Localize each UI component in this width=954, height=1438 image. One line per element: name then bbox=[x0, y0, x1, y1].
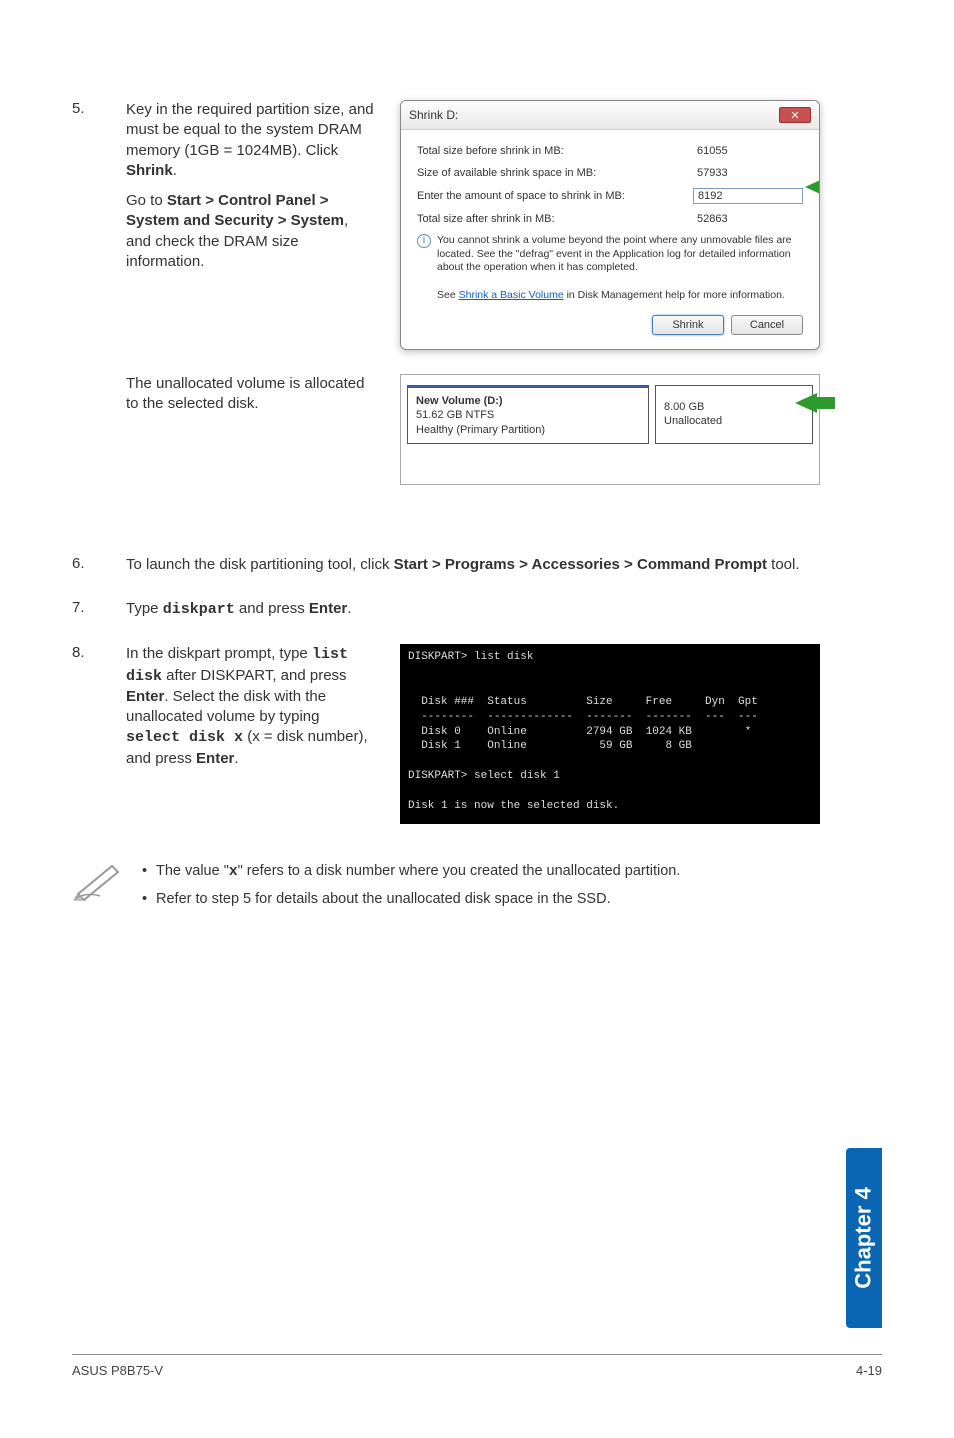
step-text: The unallocated volume is allocated to t… bbox=[126, 374, 376, 485]
step-text: Type diskpart and press Enter. bbox=[126, 599, 882, 620]
step-text: Key in the required partition size, and … bbox=[126, 100, 376, 350]
text-bold: Enter bbox=[309, 600, 347, 617]
code: diskpart bbox=[163, 601, 235, 618]
text: . bbox=[173, 162, 177, 179]
label: Total size before shrink in MB: bbox=[417, 145, 564, 157]
vol-status: Healthy (Primary Partition) bbox=[416, 423, 640, 437]
text-bold: Enter bbox=[126, 688, 164, 705]
value: 57933 bbox=[693, 166, 803, 180]
info-text: You cannot shrink a volume beyond the po… bbox=[437, 234, 803, 275]
text: Key in the required partition size, and … bbox=[126, 101, 374, 159]
text: and press bbox=[235, 600, 309, 617]
code: x bbox=[229, 864, 238, 880]
label: Size of available shrink space in MB: bbox=[417, 167, 596, 179]
term-line: DISKPART> select disk 1 bbox=[408, 769, 812, 784]
step-number: 6. bbox=[72, 555, 102, 575]
text-bold: Start > Programs > Accessories > Command… bbox=[394, 556, 767, 573]
volume-panel: New Volume (D:) 51.62 GB NTFS Healthy (P… bbox=[400, 374, 820, 485]
value: 52863 bbox=[693, 212, 803, 226]
chapter-label: Chapter 4 bbox=[851, 1187, 877, 1288]
note-text: Refer to step 5 for details about the un… bbox=[156, 891, 611, 907]
vol-r-size: 8.00 GB bbox=[664, 400, 722, 414]
text: See bbox=[437, 289, 459, 301]
step-7: 7. Type diskpart and press Enter. bbox=[72, 599, 882, 620]
text: In the diskpart prompt, type bbox=[126, 645, 312, 662]
pencil-icon bbox=[72, 858, 124, 902]
footer-right: 4-19 bbox=[856, 1363, 882, 1378]
text: Go to bbox=[126, 192, 167, 209]
vol-r-status: Unallocated bbox=[664, 414, 722, 428]
value: 61055 bbox=[693, 144, 803, 158]
text: in Disk Management help for more informa… bbox=[564, 289, 785, 301]
step-5b: The unallocated volume is allocated to t… bbox=[72, 374, 882, 485]
info-icon: i bbox=[417, 234, 431, 248]
close-icon[interactable]: ✕ bbox=[779, 107, 811, 123]
note-text: " refers to a disk number where you crea… bbox=[238, 863, 681, 879]
term-line: DISKPART> list disk bbox=[408, 650, 812, 665]
vol-size: 51.62 GB NTFS bbox=[416, 408, 640, 422]
text: . bbox=[347, 600, 351, 617]
text: Type bbox=[126, 600, 163, 617]
help-link[interactable]: Shrink a Basic Volume bbox=[459, 289, 564, 301]
term-line: Disk ### Status Size Free Dyn Gpt bbox=[408, 695, 812, 710]
note-block: •The value "x" refers to a disk number w… bbox=[72, 858, 882, 914]
footer-left: ASUS P8B75-V bbox=[72, 1363, 163, 1378]
step-text: To launch the disk partitioning tool, cl… bbox=[126, 555, 882, 575]
arrow-icon bbox=[805, 177, 820, 197]
step-number: 7. bbox=[72, 599, 102, 620]
text-bold: Shrink bbox=[126, 162, 173, 179]
info-note: i You cannot shrink a volume beyond the … bbox=[417, 234, 803, 275]
step-text: In the diskpart prompt, type list disk a… bbox=[126, 644, 376, 823]
step-8: 8. In the diskpart prompt, type list dis… bbox=[72, 644, 882, 823]
text: after DISKPART, and press bbox=[162, 667, 347, 684]
term-line: -------- ------------- ------- ------- -… bbox=[408, 710, 812, 725]
volume-left: New Volume (D:) 51.62 GB NTFS Healthy (P… bbox=[407, 385, 649, 444]
text: To launch the disk partitioning tool, cl… bbox=[126, 556, 394, 573]
label: Total size after shrink in MB: bbox=[417, 213, 555, 225]
cancel-button[interactable]: Cancel bbox=[731, 315, 803, 335]
term-line: Disk 1 is now the selected disk. bbox=[408, 799, 812, 814]
note-text: The value " bbox=[156, 863, 229, 879]
code: select disk x bbox=[126, 729, 243, 746]
term-line: Disk 0 Online 2794 GB 1024 KB * bbox=[408, 725, 812, 740]
page-footer: ASUS P8B75-V 4-19 bbox=[72, 1354, 882, 1378]
note-lines: •The value "x" refers to a disk number w… bbox=[142, 858, 680, 914]
volume-right: 8.00 GB Unallocated bbox=[655, 385, 813, 444]
arrow-icon bbox=[795, 393, 817, 413]
shrink-button[interactable]: Shrink bbox=[652, 315, 724, 335]
dialog-title: Shrink D: bbox=[409, 108, 458, 122]
terminal-output: DISKPART> list disk Disk ### Status Size… bbox=[400, 644, 820, 823]
text-bold: Enter bbox=[196, 750, 234, 767]
text: tool. bbox=[767, 556, 800, 573]
vol-name: New Volume (D:) bbox=[416, 394, 640, 408]
step-5: 5. Key in the required partition size, a… bbox=[72, 100, 882, 350]
step-6: 6. To launch the disk partitioning tool,… bbox=[72, 555, 882, 575]
term-line: Disk 1 Online 59 GB 8 GB bbox=[408, 739, 812, 754]
label: Enter the amount of space to shrink in M… bbox=[417, 190, 625, 202]
step-number: 5. bbox=[72, 100, 102, 350]
chapter-tab: Chapter 4 bbox=[846, 1148, 882, 1328]
text: . bbox=[234, 750, 238, 767]
dialog-titlebar: Shrink D: ✕ bbox=[401, 101, 819, 130]
term-line bbox=[408, 680, 812, 695]
step-number: 8. bbox=[72, 644, 102, 823]
shrink-amount-input[interactable]: 8192 bbox=[693, 188, 803, 204]
shrink-dialog: Shrink D: ✕ Total size before shrink in … bbox=[400, 100, 820, 350]
